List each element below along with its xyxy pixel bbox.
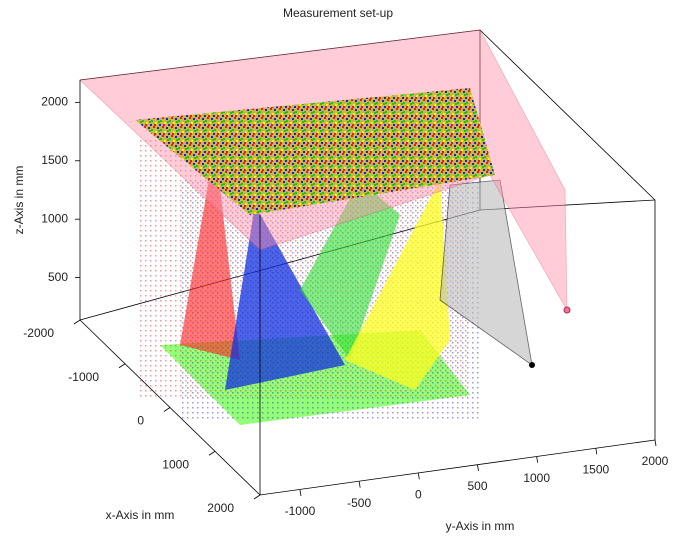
x-tick-label: 0 (137, 414, 144, 428)
tick-mark (74, 320, 80, 324)
x-tick-label: 1000 (162, 457, 189, 471)
tick-mark (209, 451, 215, 455)
camera-center (564, 307, 570, 313)
z-tick-label: 2000 (41, 95, 68, 109)
z-tick-label: 500 (48, 270, 68, 284)
y-tick-label: 2000 (642, 454, 669, 468)
tick-mark (478, 465, 479, 471)
tick-mark (119, 364, 125, 368)
tick-mark (254, 495, 260, 499)
y-axis-label: y-Axis in mm (446, 519, 515, 533)
tick-mark (596, 448, 597, 454)
z-tick-label: 1500 (41, 153, 68, 167)
tick-mark (300, 490, 301, 496)
x-axis-label: x-Axis in mm (106, 508, 175, 522)
tick-mark (164, 408, 170, 412)
tick-mark (655, 440, 656, 446)
x-tick-label: -1000 (68, 370, 99, 384)
y-tick-label: -1000 (285, 504, 316, 518)
tick-mark (418, 473, 419, 479)
x-tick-label: 2000 (207, 501, 234, 515)
chart-title: Measurement set-up (283, 6, 393, 20)
camera-center (529, 362, 535, 368)
tick-mark (359, 482, 360, 488)
tick-mark (537, 457, 538, 463)
y-tick-label: 1500 (582, 463, 609, 477)
z-tick-label: 1000 (41, 211, 68, 225)
y-tick-label: 1000 (523, 471, 550, 485)
y-tick-label: 500 (467, 479, 487, 493)
x-tick-label: -2000 (23, 326, 54, 340)
scene (80, 30, 655, 495)
y-tick-label: 0 (415, 488, 422, 502)
y-tick-label: -500 (347, 496, 371, 510)
chart: Measurement set-up z-Axis in mm x-Axis i… (0, 0, 677, 538)
z-axis-label: z-Axis in mm (12, 166, 26, 235)
